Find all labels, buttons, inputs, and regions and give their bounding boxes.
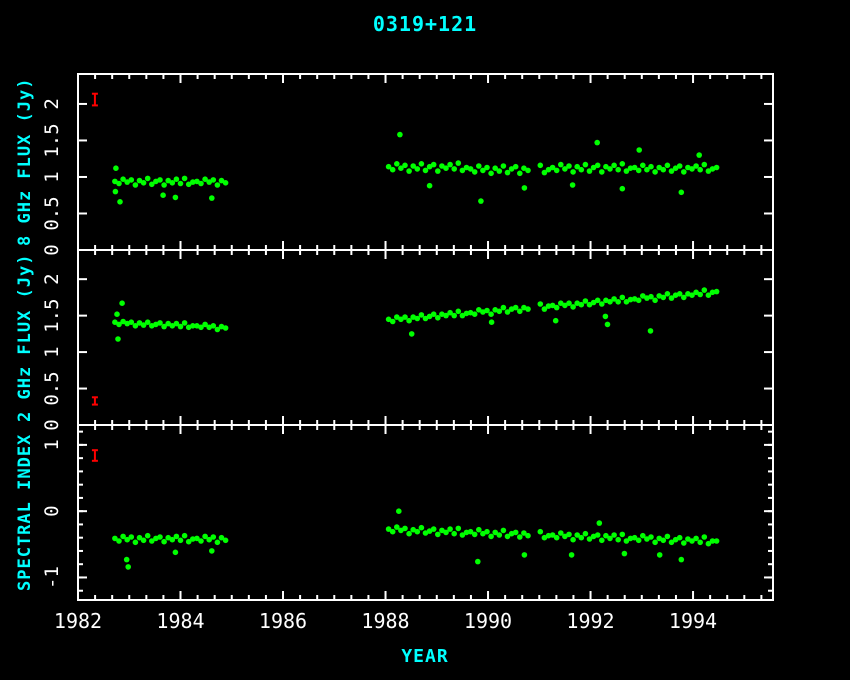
data-points-spectral-index bbox=[112, 508, 720, 570]
svg-text:1.5: 1.5 bbox=[41, 298, 63, 332]
svg-text:1: 1 bbox=[41, 439, 63, 450]
x-axis-tick-labels: 1982 1984 1986 1988 1990 1992 1994 bbox=[54, 609, 717, 633]
svg-text:1990: 1990 bbox=[464, 609, 512, 633]
axis-ticks bbox=[77, 74, 773, 600]
svg-text:1.5: 1.5 bbox=[41, 123, 63, 157]
svg-text:0.5: 0.5 bbox=[41, 196, 63, 230]
x-axis-label: YEAR bbox=[401, 646, 449, 667]
svg-text:2: 2 bbox=[41, 273, 63, 284]
plot-frame bbox=[77, 73, 774, 601]
svg-text:2: 2 bbox=[41, 98, 63, 109]
y-axis-tick-labels-8ghz-flux: 0 0.5 1 1.5 2 bbox=[41, 98, 63, 256]
svg-text:0.5: 0.5 bbox=[41, 371, 63, 405]
svg-text:1988: 1988 bbox=[361, 609, 409, 633]
svg-text:0: 0 bbox=[41, 244, 63, 255]
svg-text:1982: 1982 bbox=[54, 609, 102, 633]
y-axis-tick-labels-2ghz-flux: 0 0.5 1 1.5 2 bbox=[41, 273, 63, 430]
svg-text:1984: 1984 bbox=[156, 609, 204, 633]
chart-title: 0319+121 bbox=[372, 12, 478, 36]
svg-text:1: 1 bbox=[41, 346, 63, 357]
y-axis-tick-labels-spectral-index: -1 0 1 bbox=[41, 439, 63, 589]
svg-text:1986: 1986 bbox=[259, 609, 307, 633]
error-bar-2ghz-flux bbox=[91, 396, 98, 406]
error-bar-spectral-index bbox=[91, 449, 98, 462]
data-points-2ghz-flux bbox=[112, 287, 720, 342]
svg-text:1992: 1992 bbox=[566, 609, 614, 633]
svg-text:0: 0 bbox=[41, 419, 63, 430]
svg-text:-1: -1 bbox=[41, 566, 63, 589]
error-bar-8ghz-flux bbox=[91, 92, 98, 107]
svg-text:1994: 1994 bbox=[669, 609, 717, 633]
svg-text:1: 1 bbox=[41, 171, 63, 182]
svg-text:0: 0 bbox=[41, 505, 63, 516]
data-points-8ghz-flux bbox=[112, 131, 720, 205]
